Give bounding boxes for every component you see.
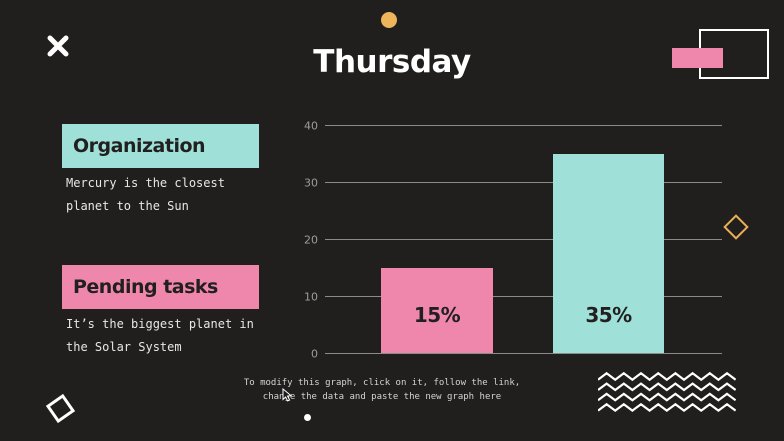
chart-bar[interactable]: 15% — [381, 267, 493, 353]
grid-line: 10 — [304, 290, 722, 303]
bar-data-label: 35% — [585, 303, 632, 327]
y-axis-tick-label: 10 — [304, 290, 318, 303]
section-body-organization: Mercury is the closest planet to the Sun — [66, 176, 225, 213]
slide-title: Thursday — [313, 44, 471, 80]
grid-line: 20 — [304, 233, 722, 246]
grid-line: 0 — [311, 347, 722, 360]
grid-line: 40 — [304, 119, 722, 132]
yellow-dot-decoration — [381, 12, 397, 28]
zigzag-pattern-icon — [598, 371, 736, 412]
section-body-pending-tasks: It’s the biggest planet in the Solar Sys… — [66, 317, 254, 354]
close-icon[interactable] — [45, 33, 71, 59]
y-axis-tick-label: 20 — [304, 233, 318, 246]
section-heading-label: Organization — [73, 135, 206, 157]
y-axis-tick-label: 40 — [304, 119, 318, 132]
chart-bar[interactable]: 35% — [553, 153, 664, 353]
section-heading-label: Pending tasks — [73, 276, 218, 298]
bar-data-label: 15% — [413, 303, 461, 327]
chart-edit-note: To modify this graph, click on it, follo… — [232, 376, 532, 404]
section-heading-pending-tasks: Pending tasks — [62, 265, 259, 309]
y-axis-tick-label: 0 — [311, 347, 318, 360]
pink-rectangle-decoration — [672, 48, 723, 68]
grid-line: 30 — [304, 176, 722, 189]
mouse-cursor-icon — [282, 388, 293, 402]
y-axis-tick-label: 30 — [304, 176, 318, 189]
white-dot-decoration — [304, 414, 311, 421]
section-heading-organization: Organization — [62, 124, 259, 168]
chart-edit-note-line: change the data and paste the new graph … — [262, 392, 502, 402]
chart-edit-note-line: To modify this graph, click on it, follo… — [243, 378, 521, 388]
